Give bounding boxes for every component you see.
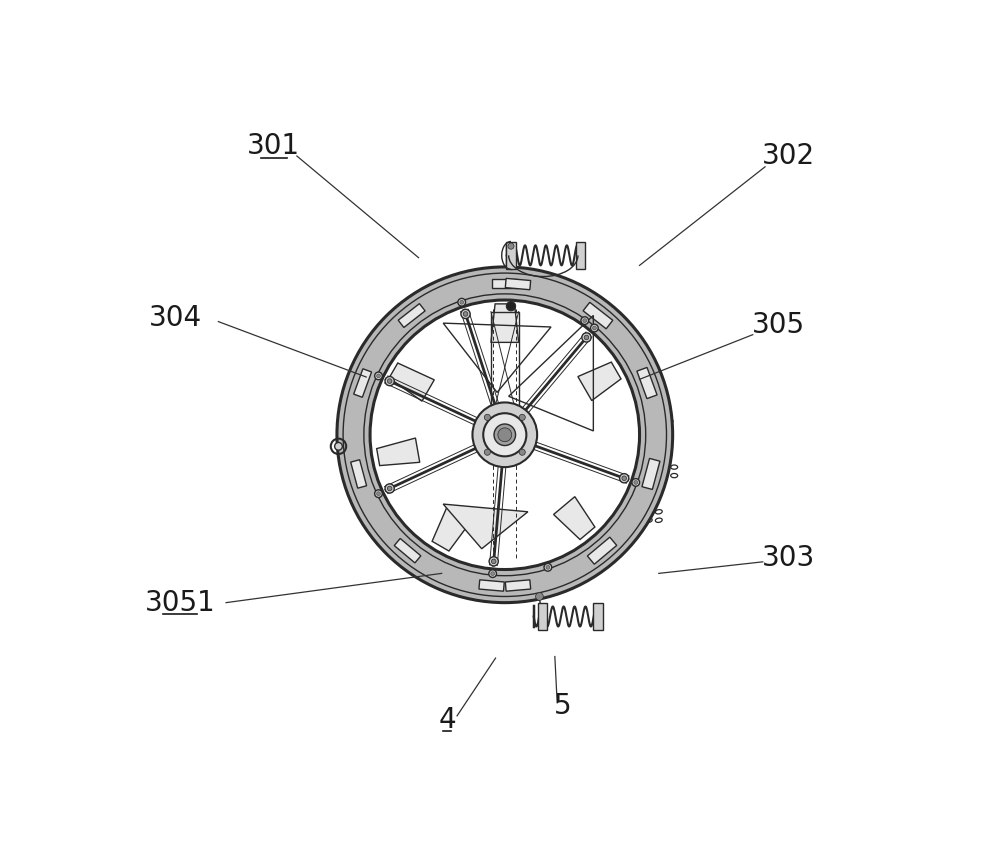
Circle shape [591,324,598,332]
Text: 301: 301 [247,132,300,160]
FancyBboxPatch shape [593,603,603,631]
Circle shape [491,572,495,575]
Circle shape [337,267,673,603]
Text: 3051: 3051 [144,588,215,617]
Circle shape [519,449,525,455]
Circle shape [582,333,591,342]
FancyBboxPatch shape [506,242,516,270]
Circle shape [387,378,392,384]
Circle shape [385,484,394,493]
Text: 303: 303 [762,544,815,572]
Circle shape [508,243,514,249]
Circle shape [583,319,587,322]
Circle shape [472,403,537,467]
Polygon shape [583,302,613,329]
Circle shape [491,559,496,563]
Circle shape [483,413,526,456]
Circle shape [463,312,468,316]
Polygon shape [491,304,519,342]
Circle shape [489,556,498,566]
Circle shape [519,414,525,421]
Text: 305: 305 [752,311,805,340]
Polygon shape [578,362,621,401]
Text: 4: 4 [438,706,456,734]
Polygon shape [389,363,434,401]
Circle shape [375,372,382,380]
Polygon shape [443,504,528,549]
Circle shape [387,486,392,491]
Polygon shape [351,460,367,488]
Polygon shape [479,580,504,591]
Polygon shape [492,279,517,288]
Circle shape [461,309,470,319]
Circle shape [506,302,516,311]
Circle shape [536,593,543,600]
Circle shape [620,473,629,483]
Circle shape [546,565,550,569]
Circle shape [544,563,552,571]
FancyBboxPatch shape [576,242,585,270]
Circle shape [494,424,516,446]
Polygon shape [505,278,531,289]
Polygon shape [505,580,531,591]
Circle shape [375,490,382,498]
Circle shape [634,480,638,485]
Polygon shape [377,438,420,466]
Circle shape [377,374,380,378]
Circle shape [484,414,490,421]
Circle shape [370,300,640,569]
Text: 302: 302 [762,142,815,170]
Polygon shape [394,538,421,562]
Circle shape [335,442,342,450]
Circle shape [632,479,640,486]
Circle shape [377,492,380,496]
Circle shape [584,335,589,340]
Polygon shape [587,537,617,564]
Text: 5: 5 [554,692,571,720]
Circle shape [622,476,626,480]
Circle shape [592,326,596,330]
Polygon shape [432,508,471,551]
Circle shape [498,428,512,442]
Polygon shape [354,369,372,397]
Circle shape [489,569,497,577]
Polygon shape [554,497,595,539]
Circle shape [484,449,490,455]
Circle shape [460,301,464,304]
Polygon shape [642,459,660,490]
FancyBboxPatch shape [538,603,547,631]
Circle shape [458,298,466,306]
Circle shape [581,317,589,325]
Circle shape [385,377,394,385]
Polygon shape [637,367,657,398]
Text: 304: 304 [149,304,202,332]
Polygon shape [398,303,425,327]
